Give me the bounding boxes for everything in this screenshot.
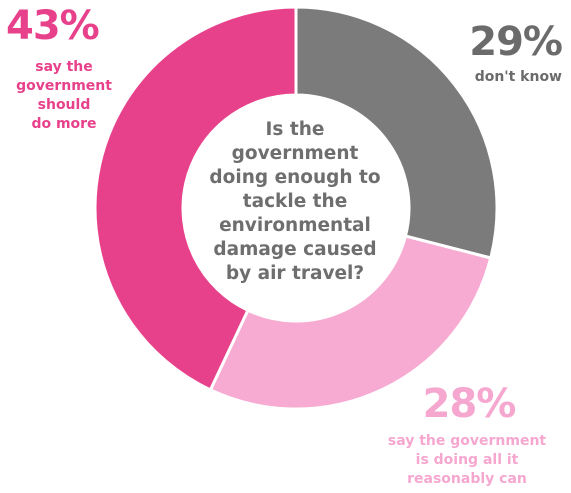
slice-govt-should-do-more [93,5,298,392]
slice-label-line: should [37,97,91,113]
slice-value-label-govt-should-do-more: 43% [6,3,100,49]
slice-label-line: reasonably can [407,471,527,487]
slice-label-line: do more [31,116,97,132]
slice-label-govt-should-do-more: say the government should do more [12,58,116,134]
slice-label-doing-all-it-can: say the government is doing all it reaso… [372,432,562,489]
chart-title: Is the government doing enough to tackle… [200,118,390,286]
slice-label-line: don't know [474,69,562,85]
slice-value-label-dont-know: 29% [469,19,563,65]
chart-title-line: doing enough to [209,167,381,188]
slice-label-line: say the government [387,433,547,449]
chart-title-line: tackle the [242,191,348,212]
chart-title-line: government [231,143,359,164]
chart-title-line: Is the [265,119,325,140]
slice-label-line: is doing all it [415,452,519,468]
slice-dont-know [294,5,499,260]
slice-label-dont-know: don't know [452,68,562,87]
slice-doing-all-it-can [208,234,493,411]
slice-label-line: say the [35,59,93,75]
chart-title-line: by air travel? [225,263,365,284]
slice-value-label-doing-all-it-can: 28% [422,381,517,427]
chart-title-line: damage caused [213,239,377,260]
slice-label-line: government [16,78,112,94]
chart-title-line: environmental [219,215,371,236]
